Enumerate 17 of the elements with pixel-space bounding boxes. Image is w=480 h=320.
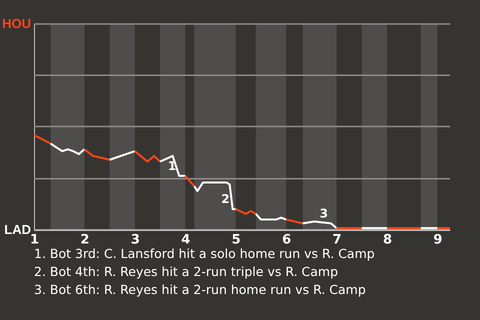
annotation: 3 <box>320 206 328 220</box>
annotation: 1 <box>168 158 176 173</box>
x-tick-label: 9 <box>433 232 442 248</box>
x-tick-label: 7 <box>332 232 342 248</box>
text: 3. Bot 6th: R. Reyes hit a 2-run home run vs R. Camp <box>34 281 367 299</box>
annotation: 2 <box>221 192 230 206</box>
ref-line-label: LAD <box>4 222 31 237</box>
x-tick-label: 8 <box>382 232 392 248</box>
text: 2. Bot 4th: R. Reyes hit a 2-run triple vs R. Camp <box>34 263 340 281</box>
x-tick-label: 3 <box>130 232 140 248</box>
x-tick-label: 5 <box>232 232 241 248</box>
x-tick-label: 2 <box>80 232 90 248</box>
x-tick-label: 1 <box>30 232 40 248</box>
x-tick-label: 6 <box>282 232 292 248</box>
text: 1. Bot 3rd: C. Lansford hit a solo home run vs R. Camp <box>34 245 375 263</box>
x-tick-label: 4 <box>181 232 190 248</box>
ref-line-label: HOU <box>2 16 31 31</box>
